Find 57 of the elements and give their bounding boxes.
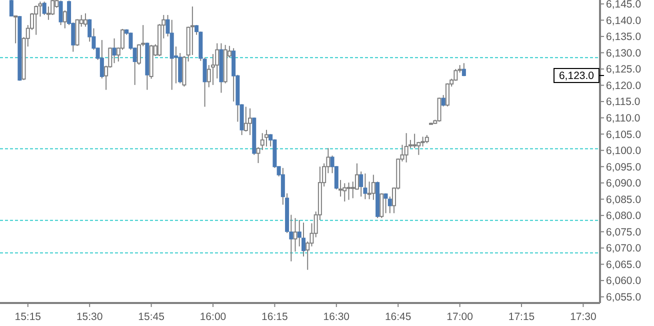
x-tick-label: 15:30 (76, 311, 103, 323)
y-tick-label: 6,055.0 (606, 291, 642, 304)
x-tick-label: 16:30 (323, 311, 350, 323)
y-tick-label: 6,080.0 (606, 210, 642, 222)
y-tick-label: 6,130.0 (606, 47, 642, 60)
candlestick (260, 132, 264, 151)
x-tick-label: 16:00 (200, 311, 226, 323)
candlestick (462, 62, 466, 77)
y-tick-label: 6,075.0 (606, 226, 642, 238)
annotation: 6,123.0 (558, 70, 594, 82)
y-tick-label: 6,115.0 (606, 96, 640, 108)
candlestick (420, 136, 425, 147)
candlestick (264, 129, 268, 147)
candlestick (363, 172, 368, 200)
x-tick-label: 17:00 (446, 311, 474, 323)
candlestick (256, 146, 260, 164)
y-tick-label: 6,120.0 (606, 80, 642, 92)
x-tick-label: 15:15 (14, 311, 42, 323)
y-tick-label: 6,065.0 (606, 258, 642, 271)
candlestick (338, 179, 343, 198)
candlestick (342, 182, 347, 202)
candlestick (248, 108, 252, 136)
y-tick-label: 6,100.0 (606, 145, 642, 158)
candlestick (112, 38, 116, 64)
candlestick (437, 97, 442, 122)
x-tick-label: 16:15 (262, 311, 288, 323)
candlestick (359, 171, 364, 198)
x-tick-label: 17:15 (508, 311, 535, 323)
y-tick-label: 6,060.0 (606, 275, 642, 288)
candlestick (83, 12, 88, 28)
candlestick (58, 0, 63, 26)
y-tick-label: 6,090.0 (606, 178, 642, 190)
candlestick (412, 133, 417, 149)
candlestick (380, 192, 384, 219)
candlestick (346, 182, 351, 200)
y-tick-label: 6,145.0 (606, 0, 642, 11)
candlestick (62, 10, 67, 29)
candlestick (293, 218, 298, 252)
candlestick (244, 106, 248, 132)
x-tick-label: 17:30 (570, 311, 597, 323)
candlestick (34, 5, 38, 36)
y-tick-label: 6,140.0 (606, 14, 642, 27)
candlestick (14, 15, 18, 44)
y-tick-label: 6,135.0 (606, 31, 642, 44)
y-tick-label: 6,095.0 (606, 161, 642, 174)
candlestick (9, 0, 14, 16)
y-tick-label: 6,105.0 (606, 128, 642, 141)
y-tick-label: 6,085.0 (606, 194, 642, 206)
candlestick (371, 174, 376, 200)
y-tick-label: 6,125.0 (606, 64, 642, 76)
candlestick (445, 82, 450, 107)
y-tick-label: 6,070.0 (606, 242, 642, 255)
x-tick-label: 15:45 (138, 311, 165, 323)
candlestick (384, 192, 388, 214)
y-tick-label: 6,110.0 (606, 112, 640, 124)
x-tick-label: 16:45 (384, 311, 412, 323)
candlestick (404, 132, 408, 163)
